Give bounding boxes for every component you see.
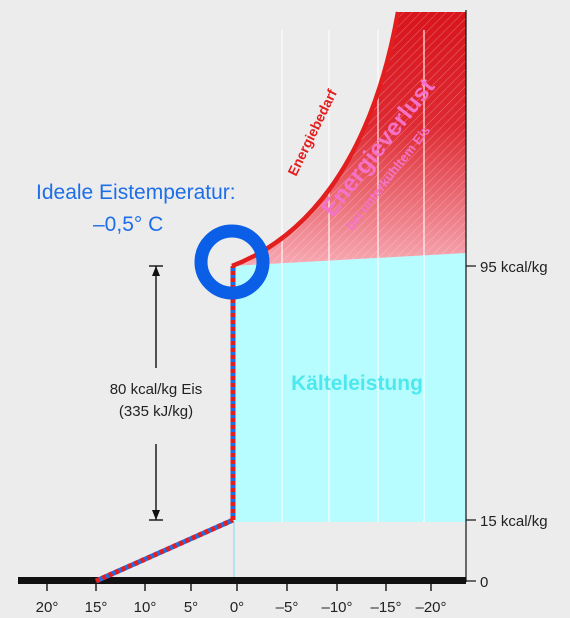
tick-label-minus5: –5° — [276, 599, 299, 616]
cooling-area-top-edge — [233, 253, 466, 266]
tick-label-minus10: –10° — [321, 599, 352, 616]
tick-label-10: 10° — [134, 599, 157, 616]
tick-label-0: 0° — [230, 599, 244, 616]
label-15-kcal: 15 kcal/kg — [480, 513, 548, 530]
temperature-axis-ticks — [46, 584, 432, 591]
tick-label-20: 20° — [36, 599, 59, 616]
temperature-axis — [18, 577, 466, 584]
tick-label-15: 15° — [85, 599, 108, 616]
ideal-temperature-value: –0,5° C — [93, 213, 163, 236]
latent-heat-value-kj: (335 kJ/kg) — [119, 403, 193, 420]
ideal-temperature-ring — [194, 224, 270, 300]
latent-heat-bracket — [149, 265, 163, 521]
latent-heat-value: 80 kcal/kg Eis — [110, 381, 203, 398]
label-95-kcal: 95 kcal/kg — [480, 259, 548, 276]
tick-label-minus15: –15° — [370, 599, 401, 616]
temperature-axis-labels: 20° 15° 10° 5° 0° –5° –10° –15° –20° — [36, 599, 447, 616]
tick-label-5: 5° — [184, 599, 198, 616]
ideal-temperature-title: Ideale Eistemperatur: — [36, 181, 236, 204]
cooling-area — [233, 264, 466, 522]
energy-demand-label: Energiebedarf — [284, 86, 340, 178]
vertical-gridlines — [281, 30, 425, 522]
freezing-path — [94, 266, 236, 584]
label-0-kcal: 0 — [480, 574, 488, 591]
cooling-capacity-label: Kälteleistung — [291, 372, 423, 395]
tick-label-minus20: –20° — [415, 599, 446, 616]
